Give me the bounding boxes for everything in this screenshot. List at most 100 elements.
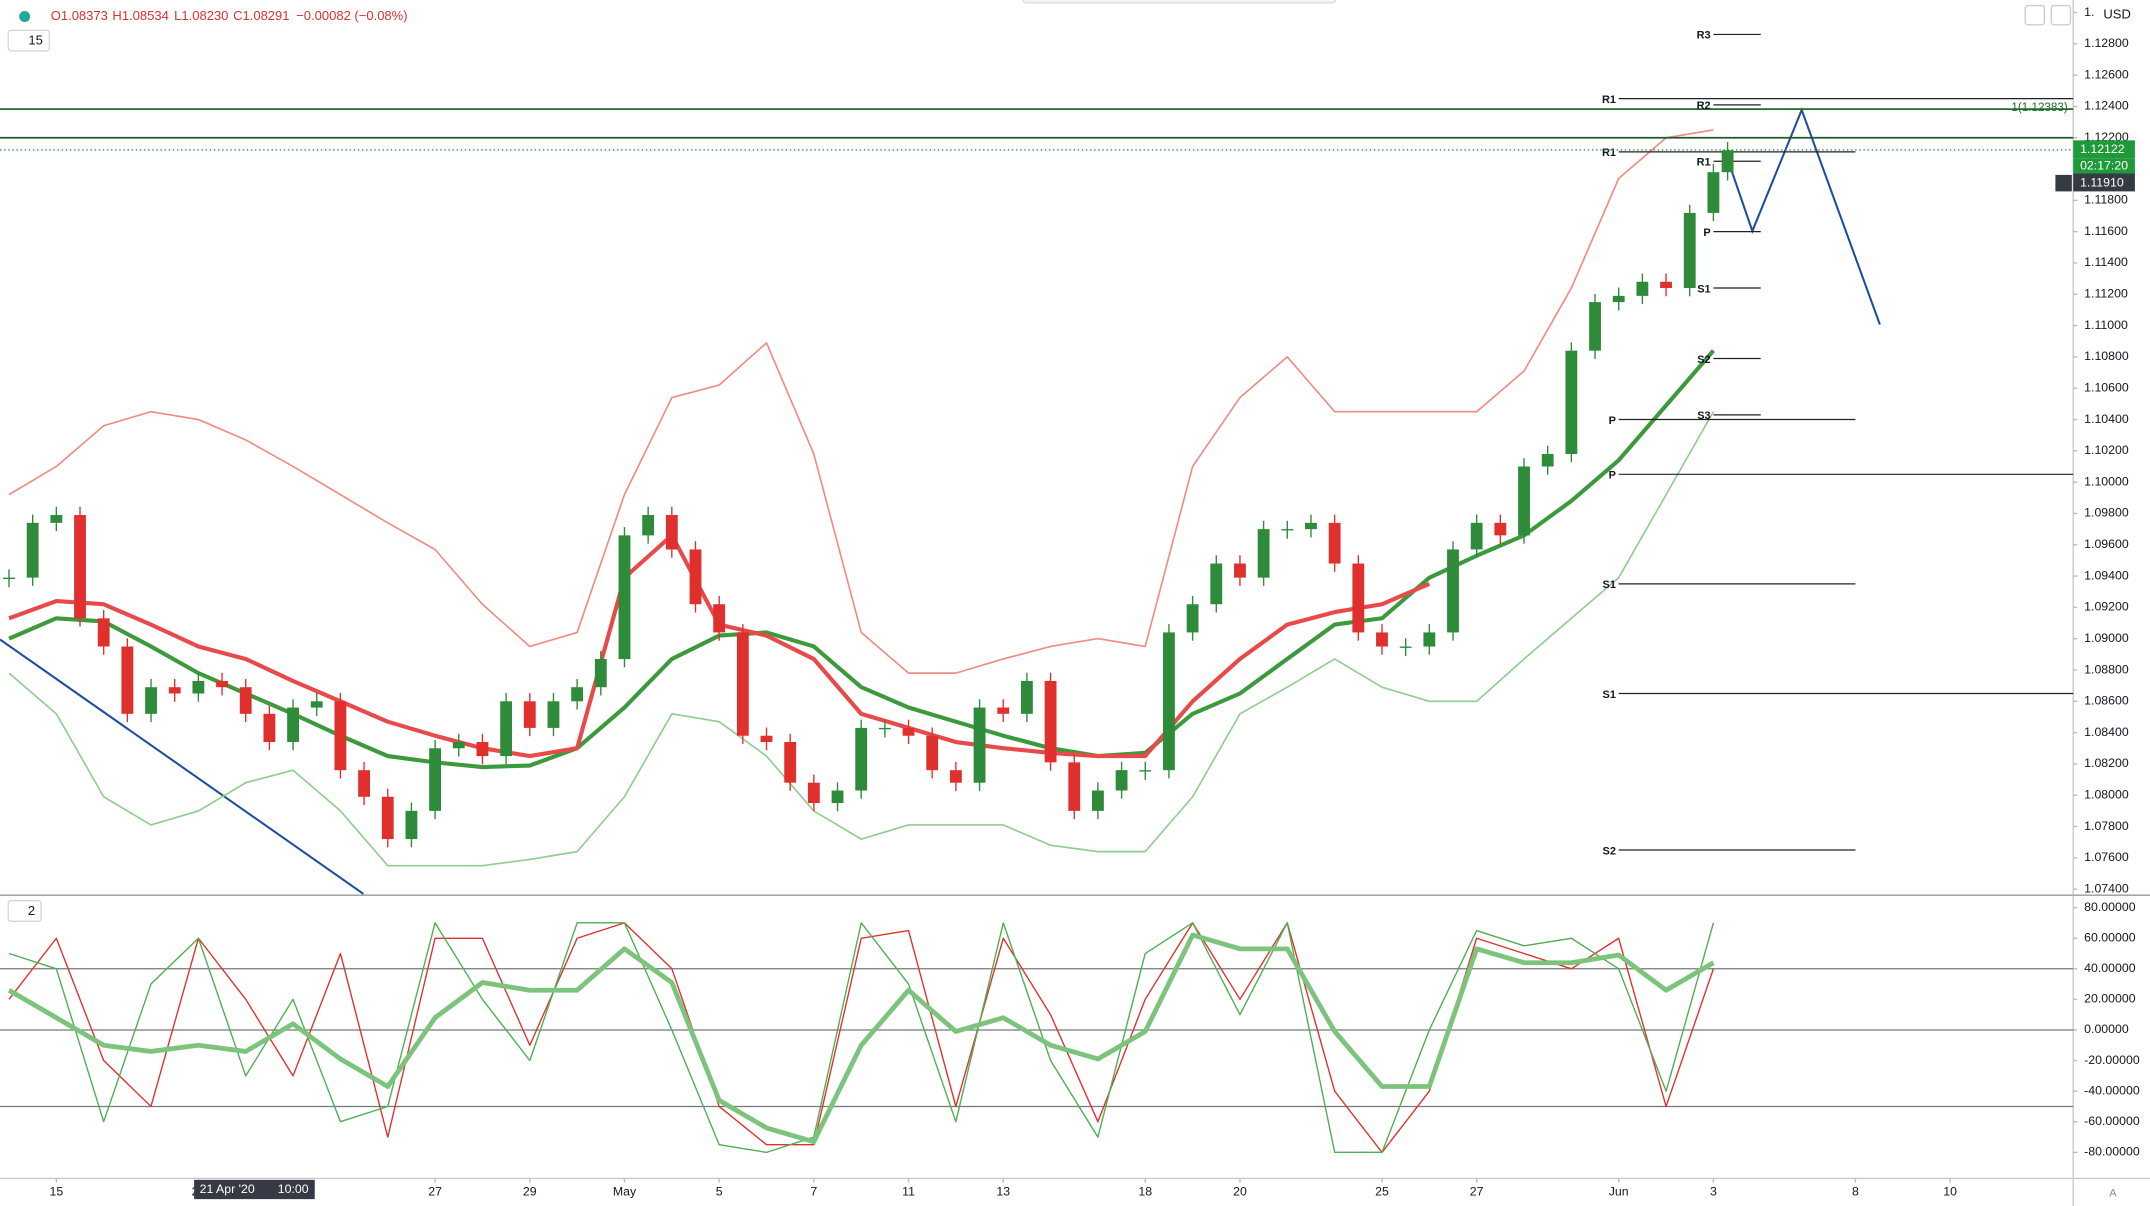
candle-body: [405, 810, 418, 840]
candle-body: [1328, 522, 1341, 564]
y-tick-label: 1.09800: [2084, 506, 2129, 520]
y-tick-label: 60.00000: [2084, 930, 2136, 944]
candle-body: [334, 701, 347, 771]
pivot-label: R3: [1697, 30, 1711, 42]
candle-body: [878, 727, 891, 730]
y-tick-label: 1.09400: [2084, 568, 2129, 582]
y-tick-label: 1.08600: [2084, 694, 2129, 708]
candle-body: [949, 770, 962, 783]
y-tick-label: 1.08000: [2084, 787, 2129, 801]
candle-body: [168, 687, 181, 694]
candle-body: [26, 522, 39, 578]
price-axis: 80.00000 60.00000 40.00000 20.00000 0.00000 -…: [2073, 900, 2140, 1159]
crosshair-add-button[interactable]: [2055, 174, 2072, 192]
candle-body: [50, 515, 63, 523]
candle-body: [97, 618, 110, 647]
interval-button[interactable]: [7, 29, 51, 52]
candle-body: [1210, 563, 1223, 605]
auto-scale-button[interactable]: A: [2109, 1188, 2117, 1200]
candle-body: [1541, 453, 1554, 467]
candle-body: [547, 701, 560, 728]
candle-body: [1234, 563, 1246, 578]
indicator-button[interactable]: [7, 900, 42, 923]
trend-line: [0, 638, 364, 895]
candle-body: [1092, 790, 1104, 811]
candle-body: [1660, 281, 1672, 289]
y-tick-label: -20.00000: [2084, 1053, 2140, 1067]
y-tick-label: 1.10800: [2084, 349, 2129, 363]
candle-body: [1494, 522, 1507, 536]
pivot-label: S1: [1603, 579, 1616, 591]
candle-body: [642, 515, 655, 536]
pivot-label: P: [1609, 415, 1616, 427]
candle-body: [216, 680, 228, 688]
pivot-label: R1: [1697, 157, 1711, 169]
y-tick-label: 1.12400: [2084, 99, 2129, 113]
indicator-label[interactable]: 2: [28, 903, 35, 918]
candle-body: [381, 796, 394, 840]
screen-button[interactable]: [2050, 4, 2072, 26]
interval-label[interactable]: 15: [28, 33, 42, 48]
x-tick-label: 20: [1233, 1185, 1247, 1199]
ohlc-close: C1.08291: [233, 8, 289, 23]
y-tick-label: 80.00000: [2084, 900, 2136, 914]
candle-body: [855, 727, 868, 791]
pivot-label: S1: [1697, 283, 1710, 295]
ohlc-low: L1.08230: [174, 8, 228, 23]
candle-body: [736, 632, 749, 736]
currency-label: USD: [2103, 7, 2130, 22]
pivot-label: S2: [1603, 845, 1616, 857]
candle-body: [263, 713, 276, 742]
y-tick-label: 40.00000: [2084, 961, 2136, 975]
y-tick-label: 1.10000: [2084, 474, 2129, 488]
y-tick-label: 1.11400: [2084, 255, 2128, 269]
candle-body: [594, 659, 607, 688]
toolbar-tab[interactable]: [1022, 0, 1337, 4]
pivot-label: R1: [1602, 147, 1616, 159]
projection-line: [1723, 107, 1881, 325]
x-tick-label: 15: [49, 1185, 63, 1199]
y-tick-label: 1.: [2084, 5, 2094, 19]
candle-body: [973, 707, 986, 783]
candle-body: [1305, 522, 1317, 530]
y-tick-label: 1.09200: [2084, 600, 2129, 614]
candle-body: [1470, 522, 1483, 550]
countdown-badge: [2073, 158, 2135, 175]
candle-body: [1707, 172, 1720, 213]
y-tick-label: 1.08800: [2084, 662, 2129, 676]
candle-body: [476, 741, 489, 757]
candle-body: [1683, 212, 1696, 289]
candle-body: [145, 687, 157, 714]
download-button[interactable]: [2024, 4, 2046, 26]
candle-body: [1589, 302, 1601, 351]
candle-body: [1044, 680, 1057, 763]
countdown-label: 02:17:20: [2080, 159, 2128, 173]
overlay-line: [8, 129, 1714, 674]
y-tick-label: 1.09600: [2084, 537, 2129, 551]
candle-body: [523, 701, 536, 728]
last-price-label: 1.12122: [2080, 142, 2125, 156]
y-tick-label: -80.00000: [2084, 1145, 2140, 1159]
oscillator-line: [7, 932, 1715, 1145]
x-tick-label: May: [613, 1185, 637, 1199]
x-tick-label: 27: [1470, 1185, 1484, 1199]
candle-body: [618, 535, 631, 660]
y-tick-label: 1.10200: [2084, 443, 2129, 457]
candle-body: [1423, 632, 1436, 647]
candle-body: [239, 687, 252, 714]
candle-body: [287, 707, 299, 742]
candle-body: [1636, 281, 1649, 296]
x-tick-label: 5: [716, 1185, 723, 1199]
pivot-label: P: [1703, 227, 1710, 239]
x-tick-label: 13: [996, 1185, 1010, 1199]
oscillator-line: [8, 922, 1715, 1154]
candle-body: [760, 735, 773, 742]
candle-body: [358, 770, 370, 797]
pivot-label: R2: [1697, 100, 1711, 112]
candle-body: [1376, 632, 1388, 647]
crosshair-time-badge: [194, 1179, 315, 1200]
candle-body: [902, 727, 915, 736]
overlay-line: [8, 411, 1715, 867]
